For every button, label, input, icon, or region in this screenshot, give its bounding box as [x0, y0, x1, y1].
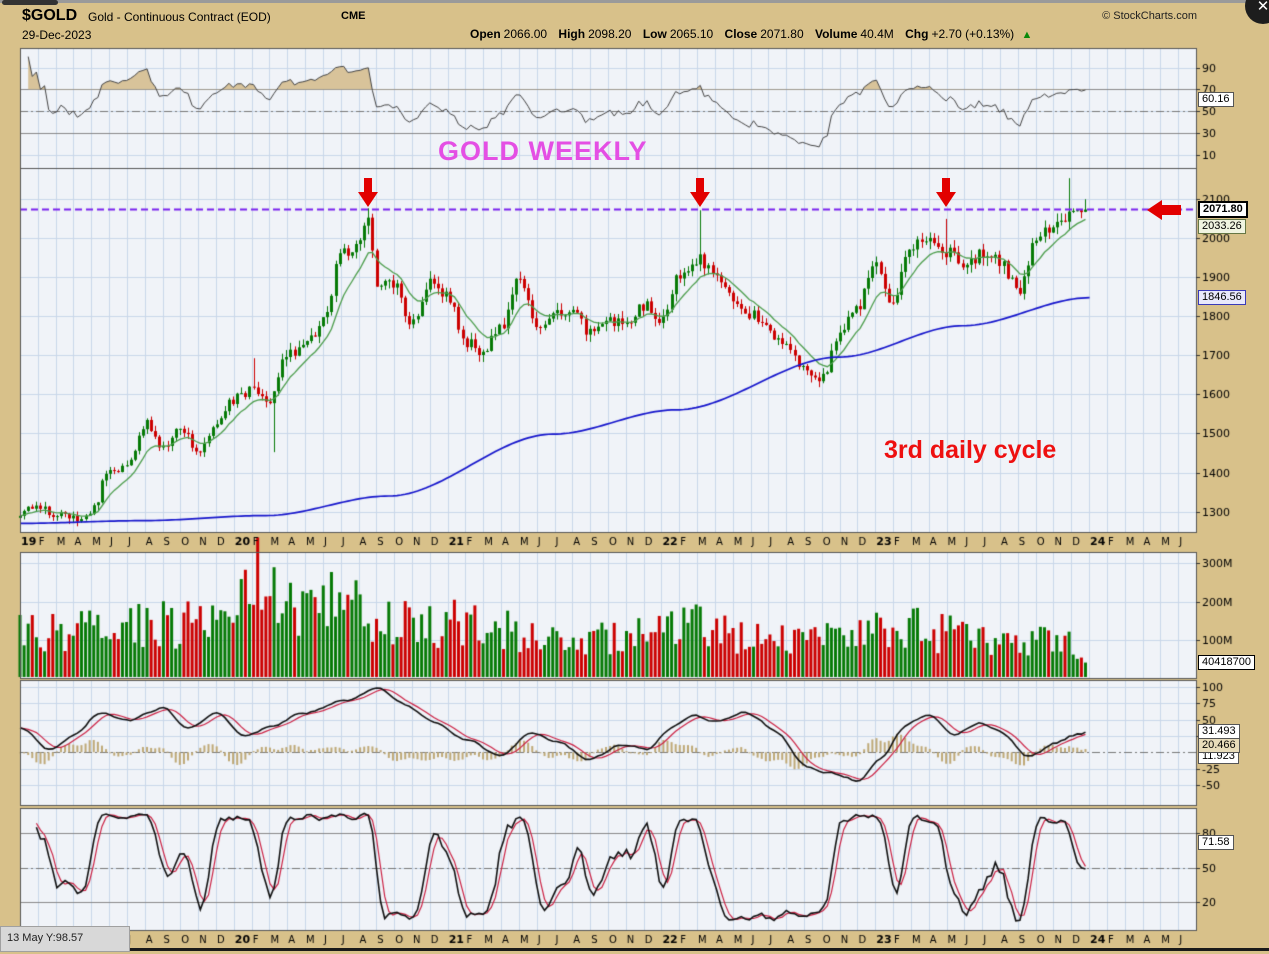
change-up-arrow-icon: ▲ — [1021, 29, 1033, 41]
crosshair-readout: 13 May Y:98.57 — [0, 926, 130, 952]
window-bottom-edge — [0, 948, 1269, 951]
exchange-label: CME — [341, 10, 366, 22]
oscillator-value-box: 31.493 — [1198, 724, 1240, 739]
oscillator-signal-box: 20.466 — [1198, 738, 1240, 753]
chart-title-annotation: GOLD WEEKLY — [438, 136, 648, 166]
quote-line: Open 2066.00 High 2098.20 Low 2065.10 Close… — [462, 27, 1032, 41]
volume-value: 40.4M — [860, 27, 894, 41]
left-arrow-icon — [1146, 199, 1182, 221]
chart-date: 29-Dec-2023 — [22, 28, 92, 42]
chart-header: $GOLD Gold - Continuous Contract (EOD) C… — [0, 0, 1269, 46]
window-top-edge — [0, 0, 1269, 3]
chg-value: +2.70 (+0.13%) — [931, 27, 1015, 41]
chg-label: Chg — [905, 27, 929, 41]
symbol-label: $GOLD — [22, 7, 78, 24]
high-value: 2098.20 — [588, 27, 632, 41]
close-x-glyph: ✕ — [1256, 0, 1269, 15]
close-value: 2071.80 — [760, 27, 804, 41]
open-value: 2066.00 — [503, 27, 548, 41]
rsi-value-box: 60.16 — [1198, 92, 1234, 107]
volume-label: Volume — [814, 27, 858, 41]
ema-value-box: 2033.26 — [1198, 219, 1246, 234]
stochastic-value-box: 71.58 — [1198, 835, 1234, 850]
high-label: High — [558, 27, 586, 41]
price-value-box: 2071.80 — [1198, 201, 1248, 218]
window-tab-nub — [2, 0, 58, 5]
close-label: Close — [724, 27, 758, 41]
down-arrow-icon — [357, 178, 379, 208]
instrument-name: Gold - Continuous Contract (EOD) — [88, 10, 271, 24]
down-arrow-icon — [935, 178, 957, 208]
ma-value-box: 1846.56 — [1198, 290, 1246, 305]
volume-value-box: 40418700 — [1198, 655, 1255, 670]
copyright-label: © StockCharts.com — [1102, 10, 1197, 22]
open-label: Open — [470, 27, 501, 41]
low-value: 2065.10 — [669, 27, 714, 41]
down-arrow-icon — [689, 178, 711, 208]
low-label: Low — [642, 27, 667, 41]
cycle-annotation: 3rd daily cycle — [884, 436, 1057, 464]
